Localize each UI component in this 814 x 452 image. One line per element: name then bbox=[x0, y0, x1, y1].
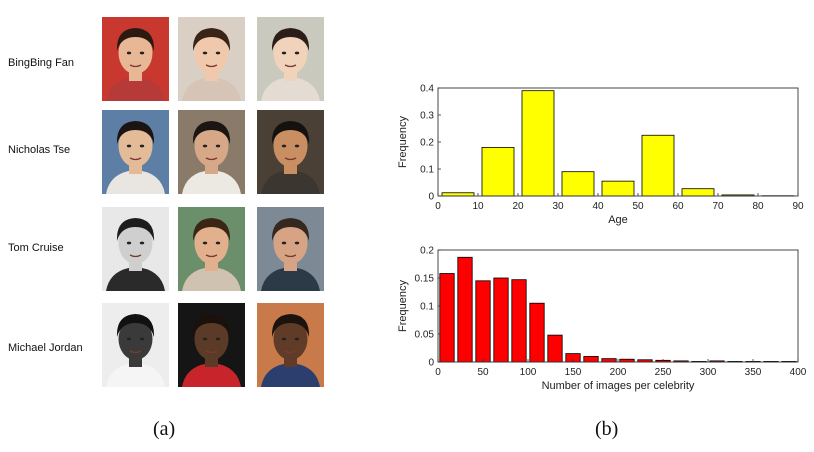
x-tick-label: 50 bbox=[477, 367, 489, 378]
histogram-bar bbox=[583, 355, 599, 363]
face-photo bbox=[178, 207, 245, 291]
x-tick-label: 250 bbox=[655, 367, 672, 378]
face-photo bbox=[178, 110, 245, 194]
x-tick-label: 10 bbox=[472, 201, 484, 212]
x-tick-label: 0 bbox=[435, 201, 441, 212]
histogram-bar bbox=[457, 256, 473, 363]
histogram-charts: 0 10 20 30 40 50 60 70 80 90 0 0.1 0.2 0.3 0.4 Age Frequ… bbox=[397, 84, 807, 393]
face-photo bbox=[257, 303, 324, 387]
plot-frame bbox=[437, 249, 799, 363]
histogram-bar bbox=[601, 180, 635, 197]
name-label-3: Tom Cruise bbox=[8, 242, 64, 254]
x-tick-label: 20 bbox=[512, 201, 524, 212]
y-tick-label: 0.4 bbox=[420, 84, 434, 95]
x-tick-label: 50 bbox=[632, 201, 644, 212]
x-tick-label: 100 bbox=[520, 367, 537, 378]
histogram-bar bbox=[561, 171, 595, 197]
x-tick-label: 70 bbox=[712, 201, 724, 212]
face-photo bbox=[178, 303, 245, 387]
x-tick-label: 150 bbox=[565, 367, 582, 378]
y-tick-label: 0.1 bbox=[420, 165, 434, 176]
histogram-bar bbox=[511, 279, 527, 363]
face-photo bbox=[102, 303, 169, 387]
face-photo bbox=[178, 17, 245, 101]
x-tick-label: 30 bbox=[552, 201, 564, 212]
histogram-bar bbox=[641, 134, 675, 197]
y-tick-label: 0.05 bbox=[415, 330, 435, 341]
caption-b: (b) bbox=[595, 418, 619, 440]
x-tick-label: 80 bbox=[752, 201, 764, 212]
histogram-bar bbox=[547, 334, 563, 363]
y-tick-label: 0 bbox=[428, 192, 434, 203]
x-axis-label: Age bbox=[608, 214, 628, 226]
y-tick-label: 0.1 bbox=[420, 302, 434, 313]
face-photo bbox=[102, 110, 169, 194]
histogram-bar bbox=[681, 188, 715, 197]
face-photo bbox=[102, 207, 169, 291]
x-tick-label: 350 bbox=[745, 367, 762, 378]
x-tick-label: 90 bbox=[792, 201, 804, 212]
face-photo bbox=[257, 207, 324, 291]
histogram-bar bbox=[521, 90, 555, 197]
name-label-1: BingBing Fan bbox=[8, 57, 75, 69]
x-axis-label: Number of images per celebrity bbox=[542, 380, 695, 392]
x-tick-label: 200 bbox=[610, 367, 627, 378]
x-tick-label: 300 bbox=[700, 367, 717, 378]
histogram-bar bbox=[493, 277, 509, 363]
x-tick-label: 400 bbox=[790, 367, 807, 378]
histogram-bar bbox=[475, 280, 491, 363]
histogram-bar bbox=[439, 273, 455, 363]
histogram-bar bbox=[441, 192, 475, 197]
face-photo bbox=[102, 17, 169, 101]
x-tick-label: 0 bbox=[435, 367, 441, 378]
name-label-2: Nicholas Tse bbox=[8, 144, 71, 156]
face-photo bbox=[257, 17, 324, 101]
histogram-bar bbox=[529, 302, 545, 363]
x-tick-label: 60 bbox=[672, 201, 684, 212]
y-tick-label: 0.2 bbox=[420, 246, 434, 257]
name-label-4: Michael Jordan bbox=[8, 342, 83, 354]
histogram-bar bbox=[601, 358, 617, 363]
y-tick-label: 0.15 bbox=[415, 274, 435, 285]
y-axis-label: Frequency bbox=[397, 116, 409, 168]
y-tick-label: 0 bbox=[428, 358, 434, 369]
histogram-bar bbox=[481, 147, 515, 197]
face-photo bbox=[257, 110, 324, 194]
caption-a: (a) bbox=[153, 418, 176, 440]
y-tick-label: 0.3 bbox=[420, 111, 434, 122]
y-axis-label: Frequency bbox=[397, 280, 409, 332]
y-tick-label: 0.2 bbox=[420, 138, 434, 149]
x-tick-label: 40 bbox=[592, 201, 604, 212]
